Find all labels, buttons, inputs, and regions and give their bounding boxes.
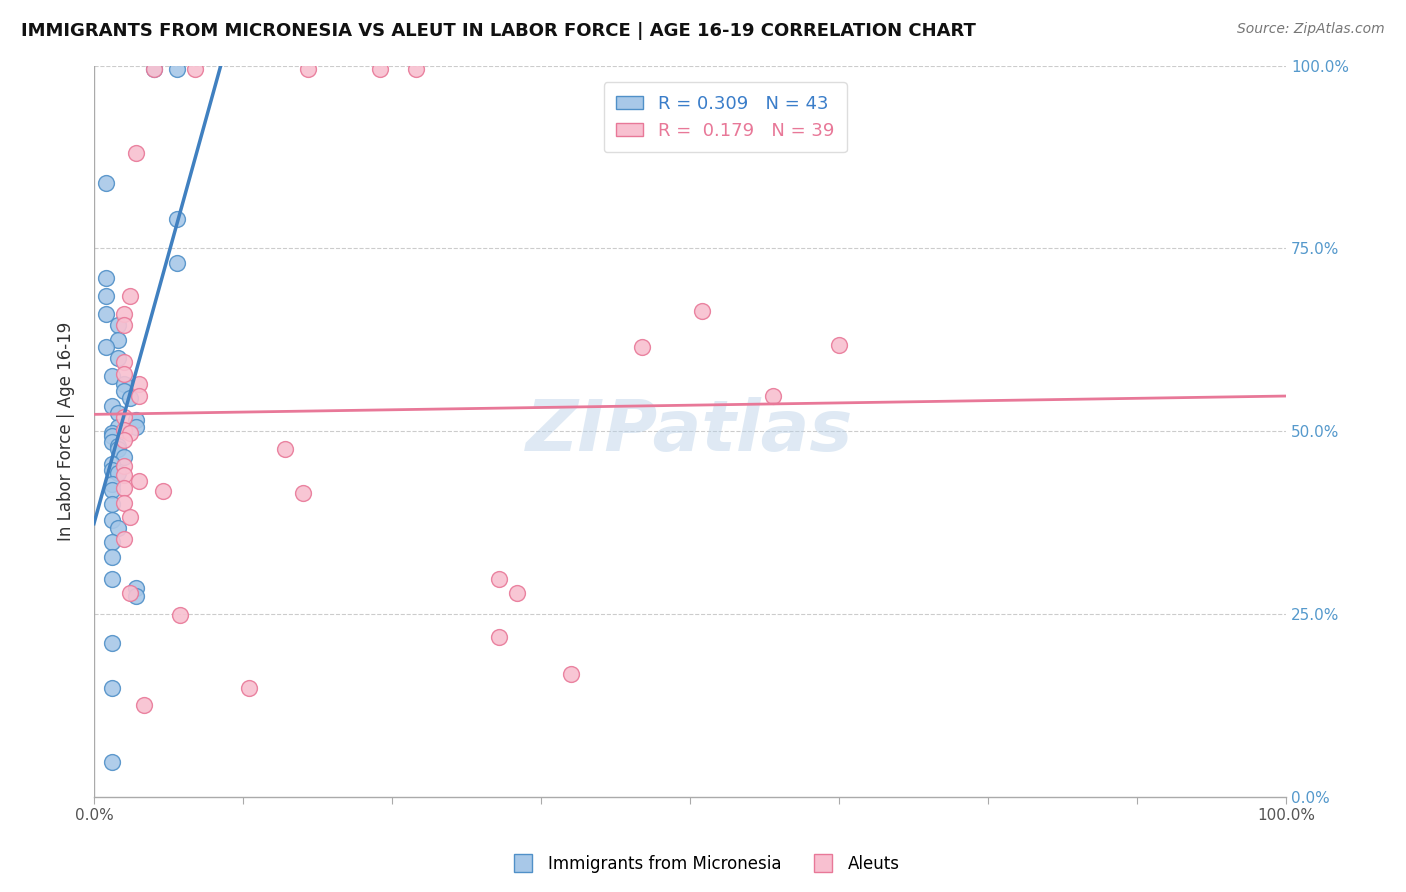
Point <box>112 481 135 495</box>
Point <box>94 307 117 321</box>
Point <box>128 389 150 403</box>
Point <box>238 681 260 696</box>
Point <box>101 535 124 549</box>
Point <box>142 62 165 77</box>
Point <box>273 442 295 457</box>
Point <box>631 340 654 354</box>
Point <box>112 533 135 547</box>
Point <box>118 586 141 600</box>
Point <box>112 496 135 510</box>
Point <box>101 572 124 586</box>
Point <box>101 636 124 650</box>
Point <box>488 572 510 586</box>
Point <box>112 307 135 321</box>
Point <box>405 62 427 77</box>
Point <box>101 426 124 441</box>
Point <box>112 459 135 474</box>
Point <box>166 256 188 270</box>
Point <box>107 466 129 480</box>
Point <box>142 62 165 77</box>
Point <box>101 457 124 471</box>
Point <box>112 367 135 381</box>
Point <box>94 270 117 285</box>
Point <box>132 698 155 713</box>
Point <box>118 425 141 440</box>
Point <box>291 486 314 500</box>
Text: ZIPatlas: ZIPatlas <box>526 397 853 466</box>
Point <box>107 439 129 453</box>
Point <box>488 630 510 644</box>
Point <box>118 391 141 405</box>
Point <box>101 483 124 497</box>
Point <box>112 384 135 398</box>
Point <box>560 666 582 681</box>
Point <box>101 435 124 450</box>
Point <box>112 423 135 437</box>
Point <box>107 333 129 347</box>
Point <box>169 608 191 623</box>
Point <box>112 354 135 368</box>
Point <box>101 429 124 443</box>
Point <box>118 289 141 303</box>
Point <box>107 406 129 420</box>
Text: IMMIGRANTS FROM MICRONESIA VS ALEUT IN LABOR FORCE | AGE 16-19 CORRELATION CHART: IMMIGRANTS FROM MICRONESIA VS ALEUT IN L… <box>21 22 976 40</box>
Point <box>124 420 146 434</box>
Point <box>506 586 529 600</box>
Point <box>124 146 146 161</box>
Point <box>124 589 146 603</box>
Point <box>101 497 124 511</box>
Point <box>124 582 146 596</box>
Point <box>118 510 141 524</box>
Point <box>107 351 129 365</box>
Point <box>107 420 129 434</box>
Text: Source: ZipAtlas.com: Source: ZipAtlas.com <box>1237 22 1385 37</box>
Point <box>101 399 124 413</box>
Point <box>94 340 117 354</box>
Point <box>166 62 188 77</box>
Point <box>124 413 146 427</box>
Point <box>184 62 207 77</box>
Point <box>101 476 124 491</box>
Point <box>112 450 135 464</box>
Point <box>112 318 135 332</box>
Legend: R = 0.309   N = 43, R =  0.179   N = 39: R = 0.309 N = 43, R = 0.179 N = 39 <box>603 82 846 153</box>
Point <box>101 681 124 696</box>
Y-axis label: In Labor Force | Age 16-19: In Labor Force | Age 16-19 <box>58 321 75 541</box>
Point <box>112 409 135 424</box>
Point <box>166 212 188 227</box>
Point <box>107 442 129 457</box>
Point <box>112 433 135 447</box>
Point <box>94 176 117 190</box>
Point <box>152 484 174 499</box>
Point <box>94 289 117 303</box>
Point <box>828 338 851 352</box>
Point <box>101 369 124 384</box>
Point <box>690 303 713 318</box>
Point <box>101 513 124 527</box>
Point <box>112 376 135 391</box>
Point <box>101 549 124 564</box>
Point <box>107 318 129 332</box>
Legend: Immigrants from Micronesia, Aleuts: Immigrants from Micronesia, Aleuts <box>499 848 907 880</box>
Point <box>128 474 150 488</box>
Point <box>368 62 391 77</box>
Point <box>101 755 124 769</box>
Point <box>762 389 785 403</box>
Point <box>297 62 319 77</box>
Point <box>112 468 135 483</box>
Point <box>128 376 150 391</box>
Point <box>107 521 129 535</box>
Point <box>101 463 124 477</box>
